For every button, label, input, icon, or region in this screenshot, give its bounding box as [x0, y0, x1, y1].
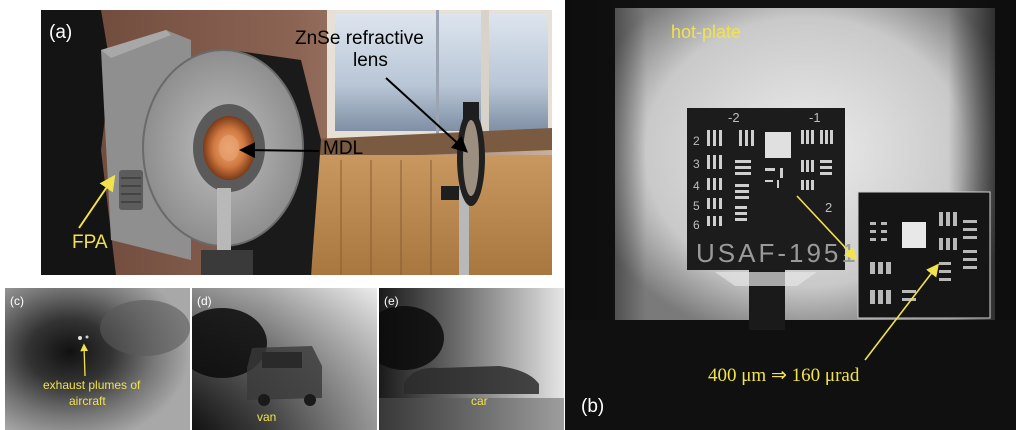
- panel-a-tag: (a): [49, 22, 73, 43]
- panel-e-tag: (e): [384, 294, 399, 308]
- group-label-minus2: -2: [728, 110, 740, 125]
- panel-c-tag: (c): [10, 294, 24, 308]
- lens-label-line1: ZnSe refractive: [295, 28, 424, 49]
- panel-e-thermal: (e) car: [379, 288, 564, 430]
- element-number-2: 2: [693, 134, 700, 148]
- panel-b-tag: (b): [581, 396, 605, 417]
- panel-b-arrows: [796, 195, 939, 361]
- aircraft-thermal-image: [5, 288, 190, 430]
- fpa-arrow: [78, 174, 116, 229]
- mdl-arrow: [239, 142, 320, 159]
- panel-c-caption-line1: exhaust plumes of: [43, 378, 141, 392]
- panel-c-thermal: (c) exhaust plumes of aircraft: [5, 288, 190, 430]
- mdl-label: MDL: [323, 138, 364, 159]
- element-number-4: 4: [693, 179, 700, 193]
- target-text: USAF-1951: [696, 238, 859, 268]
- element-number-5: 5: [693, 199, 700, 213]
- element-number-3: 3: [693, 157, 700, 171]
- element-number-6: 6: [693, 218, 700, 232]
- panel-a-photo: (a) FPA MDL ZnSe refractive lens: [41, 10, 552, 275]
- fpa-label: FPA: [72, 232, 108, 253]
- resolution-arrow: [864, 263, 939, 361]
- hotplate-label: hot-plate: [671, 22, 742, 42]
- zoom-arrow: [796, 195, 858, 261]
- panel-b-thermal: hot-plate USAF-1951 -2 -1 2 2 3 4 5 6 40…: [565, 0, 1016, 430]
- panel-d-tag: (d): [197, 294, 212, 308]
- group-label-2: 2: [825, 200, 833, 215]
- car-thermal-image: [379, 288, 564, 430]
- panel-a-arrows: [78, 77, 468, 229]
- panel-d-thermal: (d) van: [192, 288, 377, 430]
- group-label-minus1: -1: [809, 110, 821, 125]
- panel-e-caption: car: [471, 394, 488, 408]
- panel-c-caption-line2: aircraft: [69, 394, 106, 408]
- van-thermal-image: [192, 288, 377, 430]
- panel-c-arrow: [80, 343, 89, 377]
- lens-label-line2: lens: [353, 50, 388, 71]
- resolution-label: 400 μm ⇒ 160 μrad: [708, 365, 860, 386]
- panel-d-caption: van: [257, 410, 277, 424]
- plume-arrow: [80, 343, 89, 377]
- usaf-target-image: [565, 0, 1016, 430]
- lens-arrow: [385, 77, 468, 153]
